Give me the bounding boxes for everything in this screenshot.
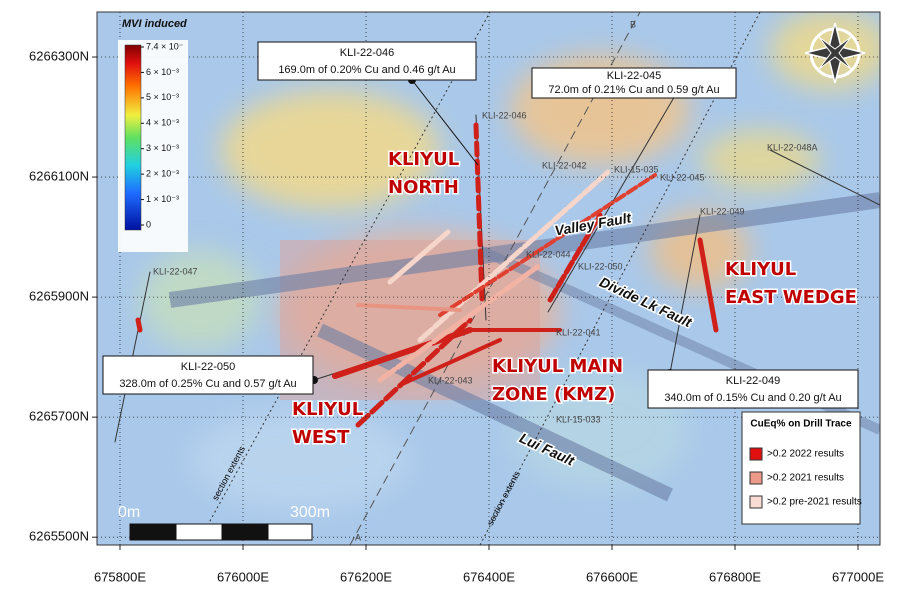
y-tick-label: 6265900N <box>29 289 89 304</box>
zone-label: EAST WEDGE <box>725 287 857 308</box>
colorbar-label: 4 × 10⁻³ <box>146 118 179 128</box>
callout-hole: KLI-22-050 <box>181 361 235 373</box>
section-end: A <box>355 532 361 542</box>
callout-result: 328.0m of 0.25% Cu and 0.57 g/t Au <box>119 378 296 390</box>
callout-hole: KLI-22-046 <box>340 47 394 59</box>
scale-label: 0m <box>118 504 140 521</box>
x-tick-label: 676400E <box>463 569 515 584</box>
colorbar-label: 3 × 10⁻³ <box>146 143 179 153</box>
hole-label: KLI-15-033 <box>556 414 601 424</box>
callout-hole: KLI-22-045 <box>607 70 661 82</box>
callout: KLI-22-045 72.0m of 0.21% Cu and 0.59 g/… <box>531 67 737 99</box>
hole-label: KLI-22-046 <box>482 110 527 120</box>
hole-label: KLI-22-045 <box>660 172 705 182</box>
colorbar-label: 5 × 10⁻³ <box>146 92 179 102</box>
colorbar-labels: 7.4 × 10⁻ 6 × 10⁻³ 5 × 10⁻³ 4 × 10⁻³ 3 × 10⁻… <box>141 41 184 229</box>
callout-hole: KLI-22-049 <box>726 375 780 387</box>
y-tick-label: 6265500N <box>29 529 89 544</box>
y-tick-label: 6266100N <box>29 168 89 183</box>
callout: KLI-22-049 340.0m of 0.15% Cu and 0.20 g… <box>647 369 859 409</box>
legend-item: >0.2 2022 results <box>767 449 844 460</box>
hole-label: KLI-22-047 <box>153 266 198 276</box>
y-tick-label: 6266300N <box>29 48 89 63</box>
x-tick-label: 676800E <box>709 569 761 584</box>
callout-result: 72.0m of 0.21% Cu and 0.59 g/t Au <box>548 84 719 96</box>
section-end: B <box>630 19 636 29</box>
zone-label: KLIYUL <box>292 399 363 420</box>
zone-label: KLIYUL <box>388 149 459 170</box>
callout-result: 169.0m of 0.20% Cu and 0.46 g/t Au <box>278 64 455 76</box>
hole-label: KLI-22-043 <box>428 375 473 385</box>
colorbar-label: 2 × 10⁻³ <box>146 169 179 179</box>
legend-title: CuEq% on Drill Trace <box>750 419 852 430</box>
drill-legend: CuEq% on Drill Trace >0.2 2022 results >… <box>741 411 862 525</box>
colorbar-label: 7.4 × 10⁻ <box>146 41 184 51</box>
coordinate-grid: 675800E 676000E 676200E 676400E 676600E 67680… <box>29 12 884 584</box>
hole-label: KLI-22-042 <box>542 160 587 170</box>
hole-label: KLI-15-035 <box>614 164 659 174</box>
colorbar <box>124 44 142 231</box>
hole-label: KLI-22-048A <box>767 142 818 152</box>
zone-label: KLIYUL MAIN <box>492 356 623 377</box>
callout-result: 340.0m of 0.15% Cu and 0.20 g/t Au <box>664 392 841 404</box>
legend-item: >0.2 2021 results <box>767 473 844 484</box>
colorbar-label: 0 <box>146 219 151 229</box>
colorbar-title: MVI induced <box>122 18 187 30</box>
x-tick-label: 675800E <box>94 569 146 584</box>
callout: KLI-22-046 169.0m of 0.20% Cu and 0.46 g… <box>257 41 479 166</box>
x-tick-label: 676600E <box>586 569 638 584</box>
y-tick-label: 6265700N <box>29 409 89 424</box>
compass <box>804 22 866 84</box>
hole-label: KLI-22-041 <box>556 327 601 337</box>
callout: KLI-22-050 328.0m of 0.25% Cu and 0.57 g… <box>102 355 318 395</box>
x-tick-label: 676000E <box>217 569 269 584</box>
x-tick-label: 677000E <box>832 569 884 584</box>
scale-bar <box>129 523 313 541</box>
zone-label: ZONE (KMZ) <box>492 384 615 405</box>
scale-label: 300m <box>290 504 330 521</box>
x-tick-label: 676200E <box>340 569 392 584</box>
zone-label: NORTH <box>388 177 459 198</box>
colorbar-label: 1 × 10⁻³ <box>146 194 179 204</box>
colorbar-label: 6 × 10⁻³ <box>146 67 179 77</box>
zone-label: WEST <box>292 427 350 448</box>
zone-label: KLIYUL <box>725 259 796 280</box>
legend-item: >0.2 pre-2021 results <box>767 497 862 508</box>
hole-label: KLI-22-044 <box>526 249 571 259</box>
hole-label: KLI-22-049 <box>700 206 745 216</box>
hole-label: KLI-22-050 <box>578 261 623 271</box>
